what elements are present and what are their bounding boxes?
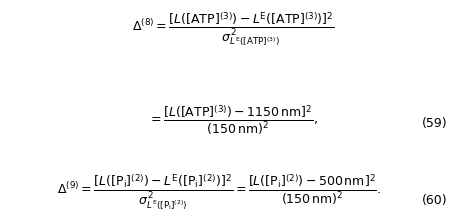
- Text: $\Delta^{(9)} = \dfrac{[L([\mathrm{P_i}]^{(2)}) - L^{\mathrm{E}}([\mathrm{P_i}]^: $\Delta^{(9)} = \dfrac{[L([\mathrm{P_i}]…: [57, 173, 381, 212]
- Text: $\Delta^{(8)} = \dfrac{[L([\mathrm{ATP}]^{(3)}) - L^{\mathrm{E}}([\mathrm{ATP}]^: $\Delta^{(8)} = \dfrac{[L([\mathrm{ATP}]…: [131, 11, 335, 49]
- Text: (59): (59): [422, 117, 447, 130]
- Text: $= \dfrac{[L([\mathrm{ATP}]^{(3)}) - 1150\,\mathrm{nm}]^2}{(150\,\mathrm{nm})^2}: $= \dfrac{[L([\mathrm{ATP}]^{(3)}) - 115…: [148, 104, 318, 137]
- Text: (60): (60): [422, 194, 447, 207]
